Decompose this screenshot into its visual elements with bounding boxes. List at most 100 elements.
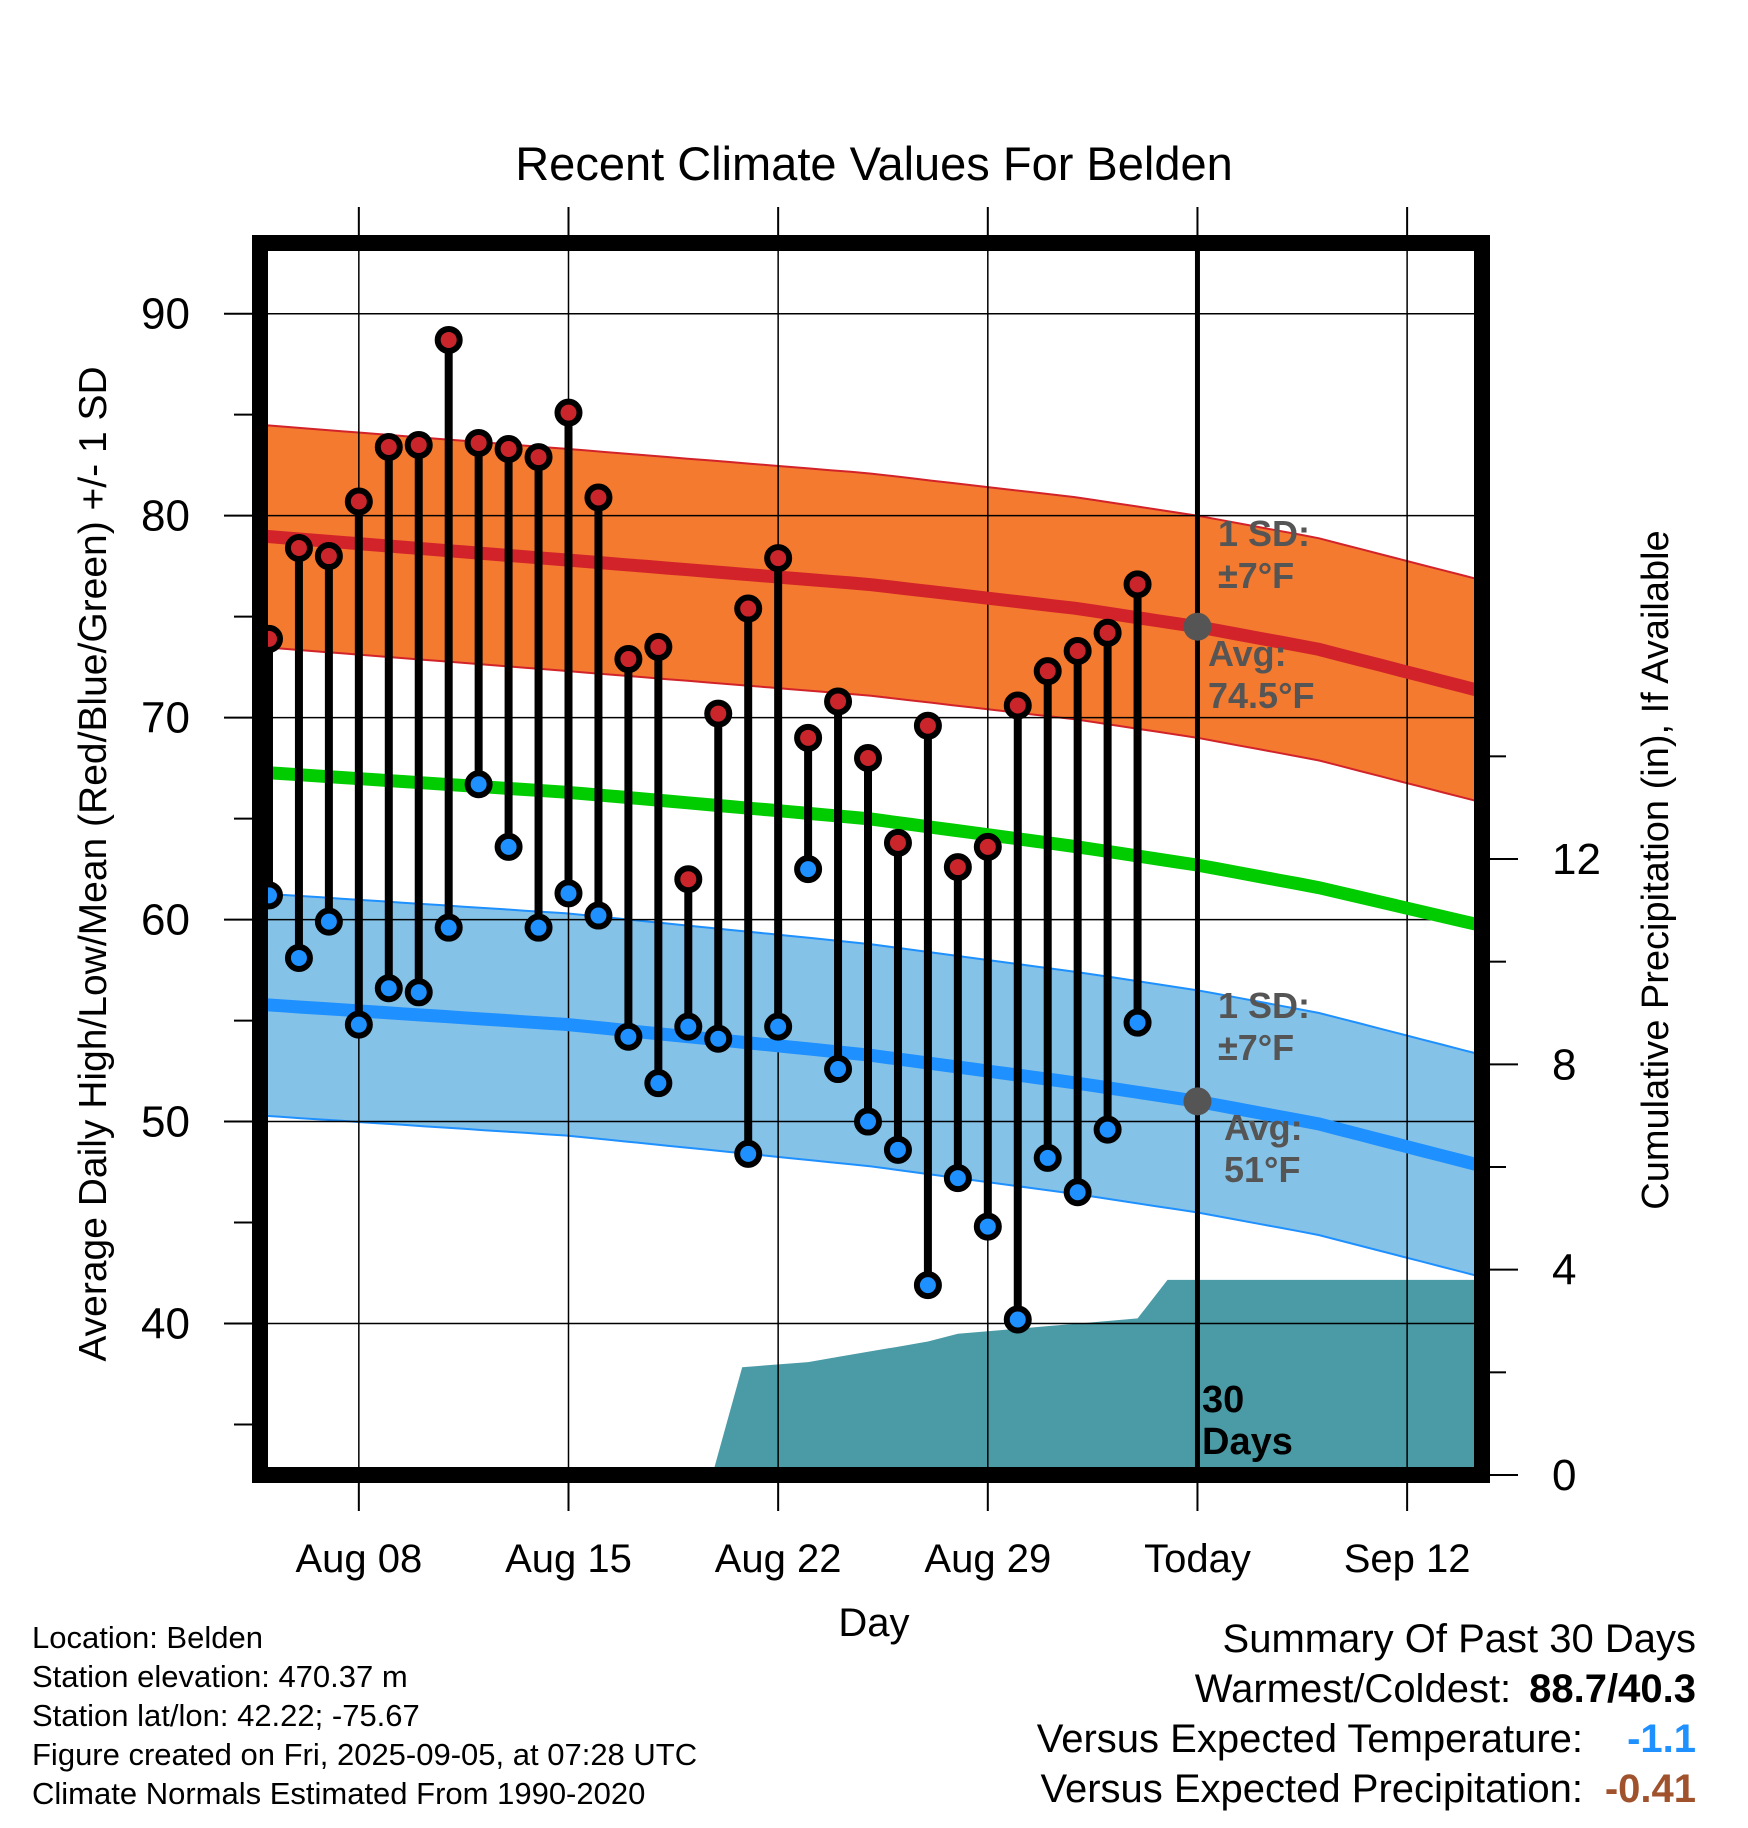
x-tick-label: Aug 08 xyxy=(295,1537,422,1581)
daily-low-point xyxy=(584,901,613,930)
today-avg-low-marker xyxy=(1183,1087,1212,1116)
y-left-tick-label: 60 xyxy=(141,896,190,945)
daily-low-point xyxy=(314,907,343,936)
daily-high-point xyxy=(434,325,463,354)
daily-high-point xyxy=(824,687,853,716)
daily-high-point xyxy=(1033,657,1062,686)
y-right-tick-label: 0 xyxy=(1552,1451,1576,1500)
info-created: Figure created on Fri, 2025-09-05, at 07… xyxy=(32,1737,698,1772)
daily-low-point xyxy=(1063,1178,1092,1207)
daily-high-point xyxy=(794,723,823,752)
high-avg-annotation: Avg: 74.5°F xyxy=(1208,633,1314,716)
daily-low-point xyxy=(1093,1115,1122,1144)
y-left-tick-label: 90 xyxy=(141,290,190,339)
daily-low-point xyxy=(734,1139,763,1168)
y-left-tick-label: 70 xyxy=(141,694,190,743)
high-band-lower-edge xyxy=(259,645,1483,804)
x-tick-label: Today xyxy=(1144,1537,1251,1581)
x-tick-label: Aug 22 xyxy=(715,1537,842,1581)
daily-high-point xyxy=(464,428,493,457)
daily-low-point xyxy=(434,913,463,942)
daily-low-point xyxy=(824,1055,853,1084)
daily-high-point xyxy=(973,832,1002,861)
summary-warmest-label: Warmest/Coldest: xyxy=(1194,1667,1512,1711)
daily-low-point xyxy=(943,1164,972,1193)
y-left-tick-label: 40 xyxy=(141,1300,190,1349)
daily-low-point xyxy=(404,978,433,1007)
daily-high-point xyxy=(943,853,972,882)
daily-low-point xyxy=(554,879,583,908)
precip-area xyxy=(712,1279,1482,1475)
y-left-tick-label: 80 xyxy=(141,492,190,541)
x-axis-label: Day xyxy=(838,1601,909,1645)
y-right-tick-label: 12 xyxy=(1552,835,1601,884)
daily-high-point xyxy=(614,645,643,674)
y-axis-left-label: Average Daily High/Low/Mean (Red/Blue/Gr… xyxy=(72,366,115,1361)
daily-low-point xyxy=(344,1010,373,1039)
info-location: Location: Belden xyxy=(32,1620,263,1655)
daily-low-point xyxy=(614,1022,643,1051)
info-normals: Climate Normals Estimated From 1990-2020 xyxy=(32,1776,646,1811)
daily-high-point xyxy=(883,828,912,857)
summary-precip-label: Versus Expected Precipitation: xyxy=(1040,1767,1583,1811)
daily-low-point xyxy=(374,974,403,1003)
x-tick-label: Aug 29 xyxy=(924,1537,1051,1581)
daily-low-point xyxy=(704,1024,733,1053)
daily-low-point xyxy=(1003,1305,1032,1334)
daily-low-point xyxy=(644,1069,673,1098)
daily-low-point xyxy=(854,1107,883,1136)
summary-precip-value: -0.41 xyxy=(1604,1767,1696,1811)
low-avg-annotation: Avg: 51°F xyxy=(1224,1107,1303,1190)
summary-temp-value: -1.1 xyxy=(1627,1717,1696,1761)
station-info: Location: Belden Station elevation: 470.… xyxy=(32,1618,697,1813)
info-latlon: Station lat/lon: 42.22; -75.67 xyxy=(32,1698,420,1733)
summary-panel: Summary Of Past 30 Days Warmest/Coldest:… xyxy=(1037,1614,1696,1814)
daily-high-point xyxy=(1123,570,1152,599)
summary-warmest-value: 88.7/40.3 xyxy=(1529,1667,1696,1711)
chart-title: Recent Climate Values For Belden xyxy=(515,137,1233,190)
daily-low-point xyxy=(524,913,553,942)
daily-high-point xyxy=(314,542,343,571)
y-right-tick-label: 4 xyxy=(1552,1246,1576,1295)
daily-high-point xyxy=(404,430,433,459)
daily-low-point xyxy=(973,1212,1002,1241)
daily-high-point xyxy=(554,398,583,427)
daily-low-point xyxy=(794,855,823,884)
daily-low-point xyxy=(1033,1143,1062,1172)
daily-high-point xyxy=(674,865,703,894)
daily-high-point xyxy=(494,435,523,464)
daily-low-point xyxy=(883,1135,912,1164)
daily-low-point xyxy=(284,943,313,972)
today-avg-high-marker xyxy=(1183,612,1212,641)
high-sd-annotation: 1 SD: ±7°F xyxy=(1218,513,1310,596)
thirty-days-label: 30 Days xyxy=(1202,1379,1293,1463)
info-elevation: Station elevation: 470.37 m xyxy=(32,1659,408,1694)
x-tick-label: Sep 12 xyxy=(1344,1537,1471,1581)
daily-low-point xyxy=(764,1012,793,1041)
daily-high-point xyxy=(764,544,793,573)
daily-low-point xyxy=(674,1012,703,1041)
low-band-lower-edge xyxy=(259,1114,1483,1279)
y-left-tick-label: 50 xyxy=(141,1098,190,1147)
daily-high-point xyxy=(584,483,613,512)
daily-high-point xyxy=(1003,691,1032,720)
daily-low-point xyxy=(464,770,493,799)
summary-warmest-row: Warmest/Coldest: 88.7/40.3 xyxy=(1037,1664,1696,1714)
daily-high-point xyxy=(1063,636,1092,665)
daily-low-point xyxy=(494,832,523,861)
summary-temp-row: Versus Expected Temperature: -1.1 xyxy=(1037,1714,1696,1764)
plot-frame xyxy=(252,235,1490,1483)
y-axis-right-label: Cumulative Precipitation (in), If Availa… xyxy=(1635,530,1677,1209)
daily-high-point xyxy=(644,632,673,661)
daily-high-point xyxy=(374,432,403,461)
daily-high-point xyxy=(524,443,553,472)
summary-title: Summary Of Past 30 Days xyxy=(1222,1617,1696,1661)
y-right-tick-label: 8 xyxy=(1552,1040,1576,1089)
daily-high-point xyxy=(854,744,883,773)
x-tick-label: Aug 15 xyxy=(505,1537,632,1581)
summary-temp-label: Versus Expected Temperature: xyxy=(1036,1717,1583,1761)
high-band-upper-edge xyxy=(259,423,1483,582)
daily-low-point xyxy=(1123,1008,1152,1037)
daily-high-point xyxy=(284,533,313,562)
